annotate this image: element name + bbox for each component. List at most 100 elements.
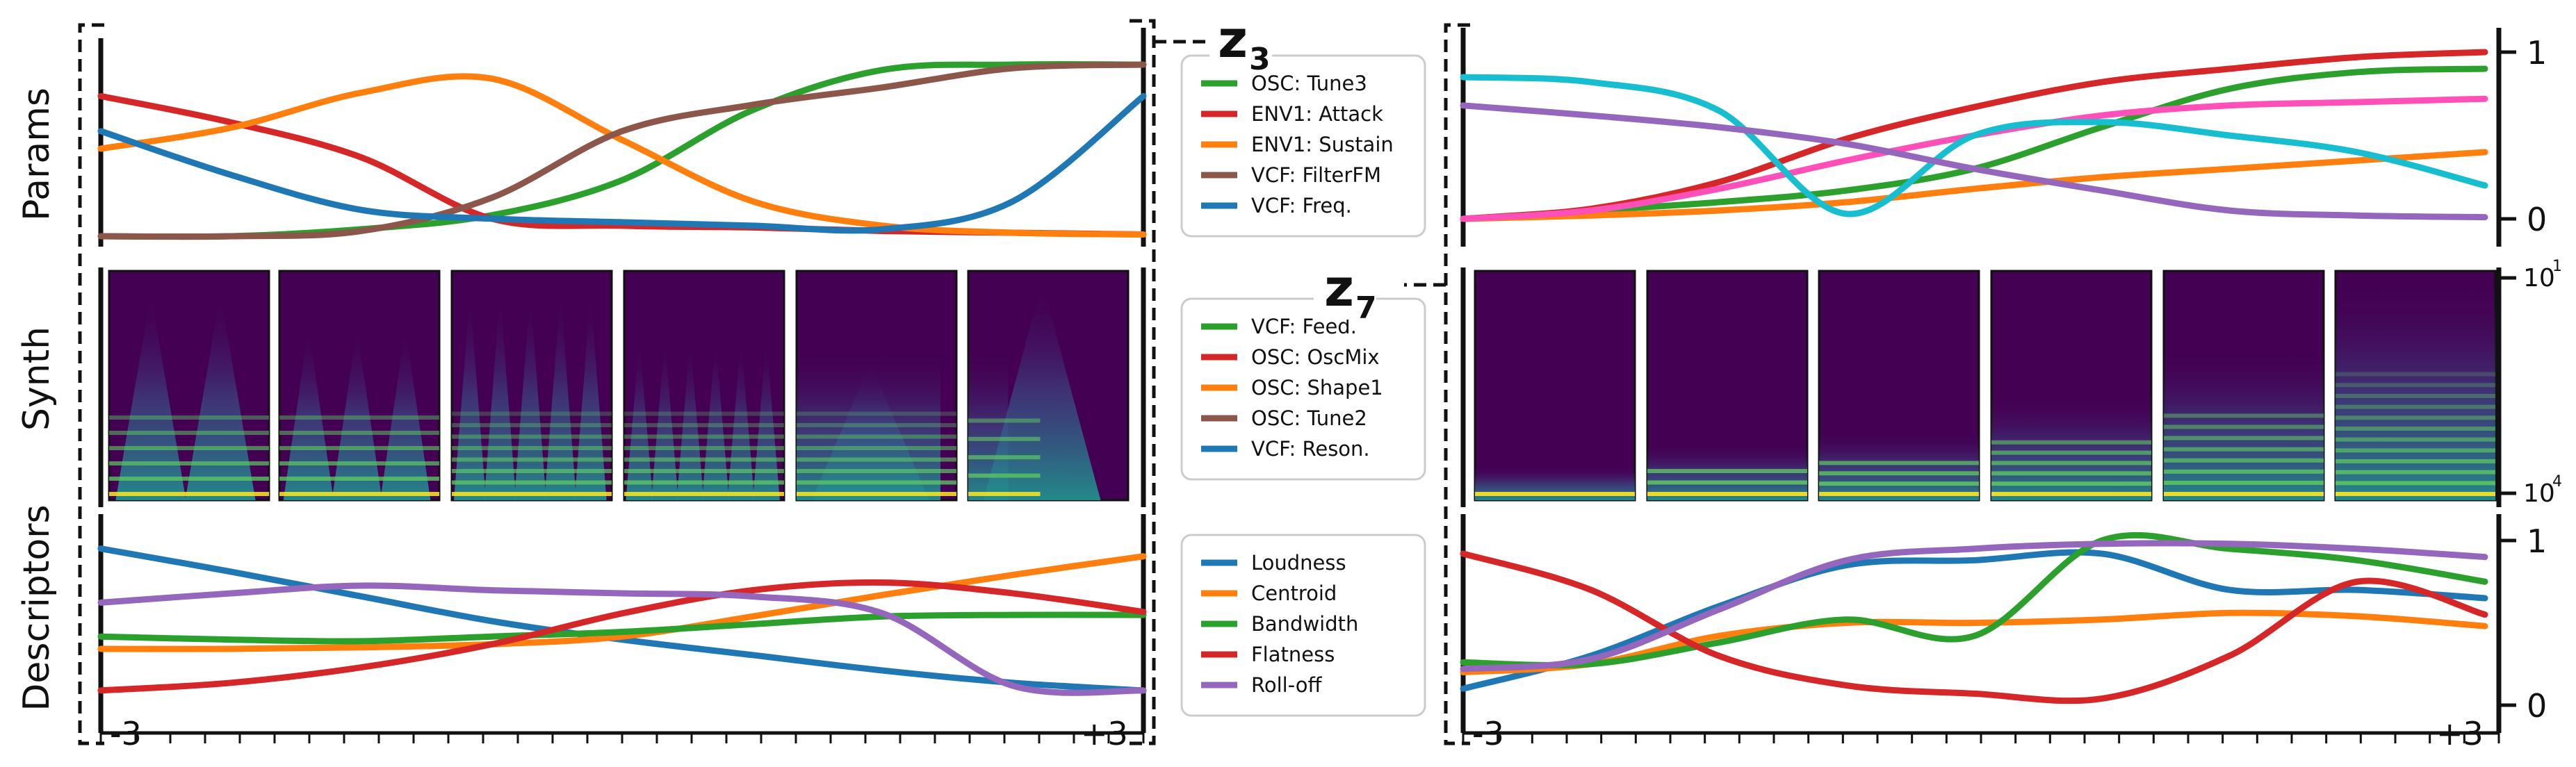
harmonic-band (1647, 469, 1807, 473)
series-line-vcf-feed- (1460, 65, 2488, 222)
harmonic-band (1819, 492, 1979, 496)
z3-label: z (1218, 10, 1248, 69)
harmonic-band (797, 446, 956, 450)
harmonic-band (968, 473, 1041, 478)
harmonic-band (2335, 404, 2495, 409)
spectrogram-thumbnail (967, 270, 1130, 502)
harmonic-band (279, 492, 439, 496)
harmonic-band (1647, 480, 1807, 485)
harmonic-band (2164, 436, 2324, 440)
synth-right-bottom-label: 10 (2523, 479, 2555, 508)
z3-label-bg (1209, 14, 1272, 69)
harmonic-band (452, 411, 612, 416)
series-line-roll-off (97, 582, 1147, 696)
harmonic-band (797, 411, 956, 416)
harmonic-band (797, 423, 956, 427)
spectrogram-thumbnail (1474, 270, 1636, 502)
harmonic-band (1819, 461, 1979, 465)
series-line-bandwidth (1460, 531, 2488, 668)
harmonic-band (1991, 492, 2151, 496)
legend-label: ENV1: Sustain (1251, 133, 1394, 156)
series-line-centroid (97, 553, 1147, 652)
legend-box (1180, 297, 1426, 481)
harmonic-band (452, 423, 612, 427)
legend-label: VCF: Reson. (1251, 437, 1370, 461)
left-group-bracket (78, 19, 1223, 745)
spectral-peak (983, 282, 1101, 500)
harmonic-band (452, 492, 612, 496)
harmonic-band (2335, 437, 2495, 442)
harmonic-band (1647, 492, 1807, 496)
harmonic-band (2335, 492, 2495, 496)
z7-sub: 7 (1355, 290, 1377, 326)
harmonic-band (279, 461, 439, 465)
harmonic-band (797, 457, 956, 462)
harmonic-band (2335, 481, 2495, 486)
legend-label: Loudness (1251, 551, 1346, 575)
legend-label: VCF: FilterFM (1251, 163, 1381, 187)
row-label-synth: Synth (16, 327, 58, 431)
harmonic-band (624, 457, 784, 462)
legend-label: Flatness (1251, 643, 1335, 666)
legend-box (1180, 54, 1426, 238)
spectral-fill (797, 351, 940, 500)
harmonic-band (2335, 372, 2495, 377)
synth-right-bottom-exp: 4 (2552, 473, 2562, 490)
harmonic-band (452, 434, 612, 439)
row-label-descriptors: Descriptors (16, 504, 58, 711)
harmonic-band (452, 480, 612, 485)
z3-sub: 3 (1249, 42, 1271, 77)
harmonic-band (2335, 393, 2495, 398)
harmonic-band (2164, 424, 2324, 429)
desc-right-min-label: 0 (2527, 687, 2547, 725)
harmonic-band (1991, 461, 2151, 465)
left-xmin-label: -3 (110, 715, 142, 752)
z7-label-bg (1314, 264, 1376, 320)
harmonic-band (624, 446, 784, 450)
harmonic-band (109, 461, 269, 465)
spectral-fill (968, 351, 1009, 500)
right-xmax-label: +3 (2436, 715, 2484, 752)
harmonic-band (624, 492, 784, 496)
harmonic-band (797, 492, 956, 496)
legend-label: OSC: Tune2 (1251, 406, 1367, 430)
legend-label: OSC: Tune3 (1251, 72, 1367, 95)
desc-right-max-label: 1 (2527, 522, 2547, 560)
harmonic-band (279, 446, 439, 450)
legend-box (1180, 534, 1426, 717)
harmonic-band (624, 480, 784, 485)
harmonic-band (452, 446, 612, 450)
line-plots (97, 49, 2488, 704)
harmonic-band (452, 469, 612, 473)
harmonic-band (109, 477, 269, 481)
harmonic-band (1991, 481, 2151, 486)
harmonic-band (452, 457, 612, 462)
harmonic-band (2164, 413, 2324, 418)
right-xmin-label: -3 (1472, 715, 1504, 752)
legend-label: VCF: Freq. (1251, 194, 1352, 217)
legend-label: Bandwidth (1251, 612, 1358, 636)
harmonic-band (2335, 459, 2495, 463)
spectrogram-thumbnail (795, 270, 958, 502)
spectrogram-frame (1474, 270, 1636, 502)
harmonic-band (968, 455, 1041, 460)
harmonic-band (279, 415, 439, 420)
right-group-bracket (1404, 23, 1470, 745)
spectral-peak (380, 328, 431, 500)
series-line-vcf-reson- (1460, 74, 2488, 217)
series-line-loudness (97, 545, 1147, 694)
legend-label: OSC: OscMix (1251, 345, 1380, 369)
series-line-flatness (1460, 550, 2488, 704)
synth-right-top-label: 10 (2523, 264, 2555, 292)
harmonic-band (797, 469, 956, 473)
legend-label: Roll-off (1251, 673, 1322, 697)
harmonic-band (2335, 415, 2495, 420)
spectral-fill (1819, 431, 1979, 500)
series-line-bandwidth (97, 611, 1147, 645)
harmonic-band (968, 436, 1041, 441)
harmonic-band (1475, 492, 1635, 496)
left-xmax-label: +3 (1081, 715, 1128, 752)
harmonic-band (2164, 469, 2324, 474)
spectrogram-thumbnail (1990, 270, 2153, 502)
